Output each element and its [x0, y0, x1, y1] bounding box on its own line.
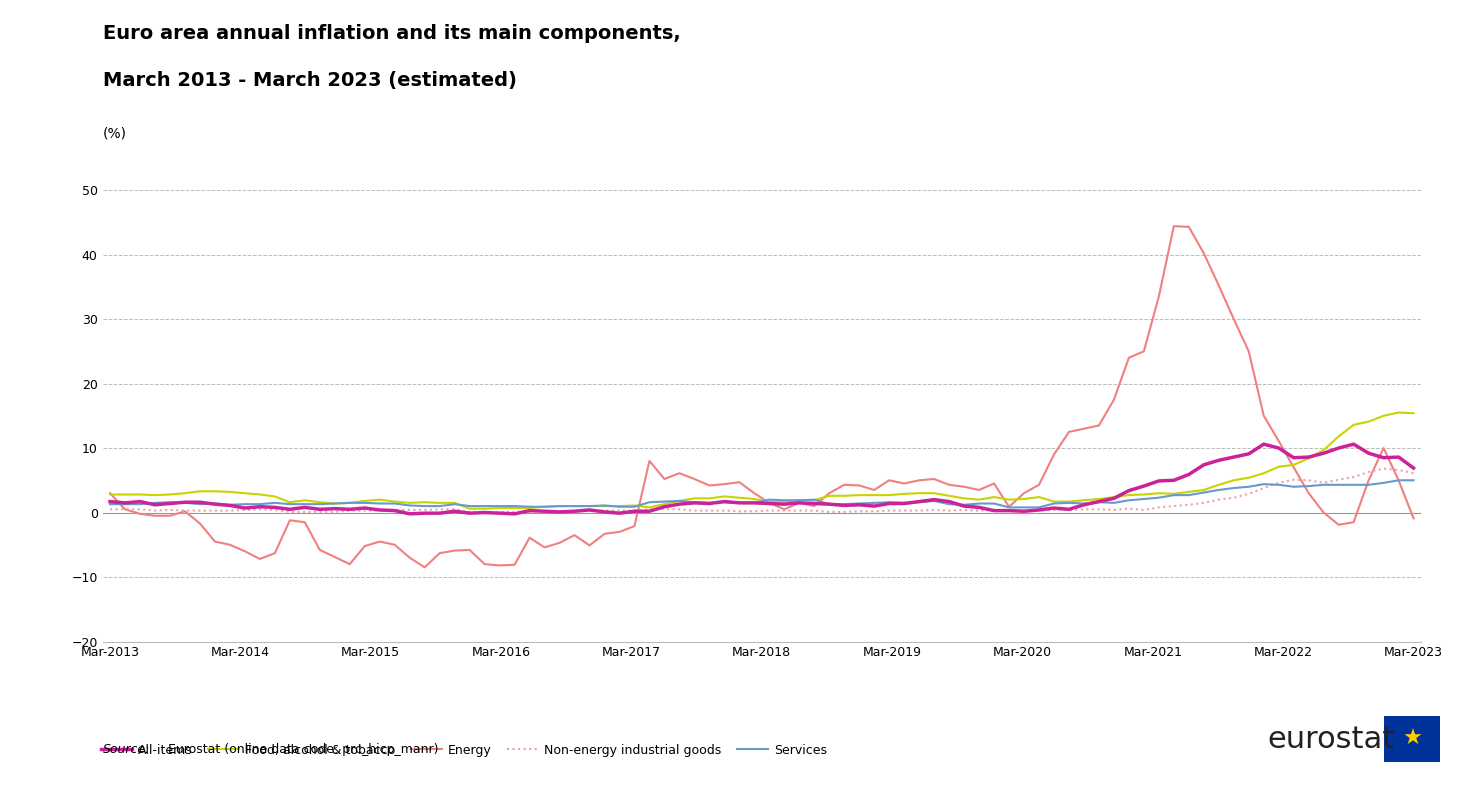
Text: Euro area annual inflation and its main components,: Euro area annual inflation and its main … [103, 24, 680, 43]
Text: Source:: Source: [103, 744, 149, 756]
Text: eurostat: eurostat [1267, 725, 1395, 754]
Text: March 2013 - March 2023 (estimated): March 2013 - March 2023 (estimated) [103, 71, 517, 90]
Text: Eurostat (online data code: prc_hicp_manr): Eurostat (online data code: prc_hicp_man… [164, 744, 438, 756]
Text: ★: ★ [1402, 729, 1423, 749]
Legend: All-items, Food, alcohol & tobacco, Energy, Non-energy industrial goods, Service: All-items, Food, alcohol & tobacco, Ener… [95, 739, 832, 762]
Text: (%): (%) [103, 127, 126, 141]
